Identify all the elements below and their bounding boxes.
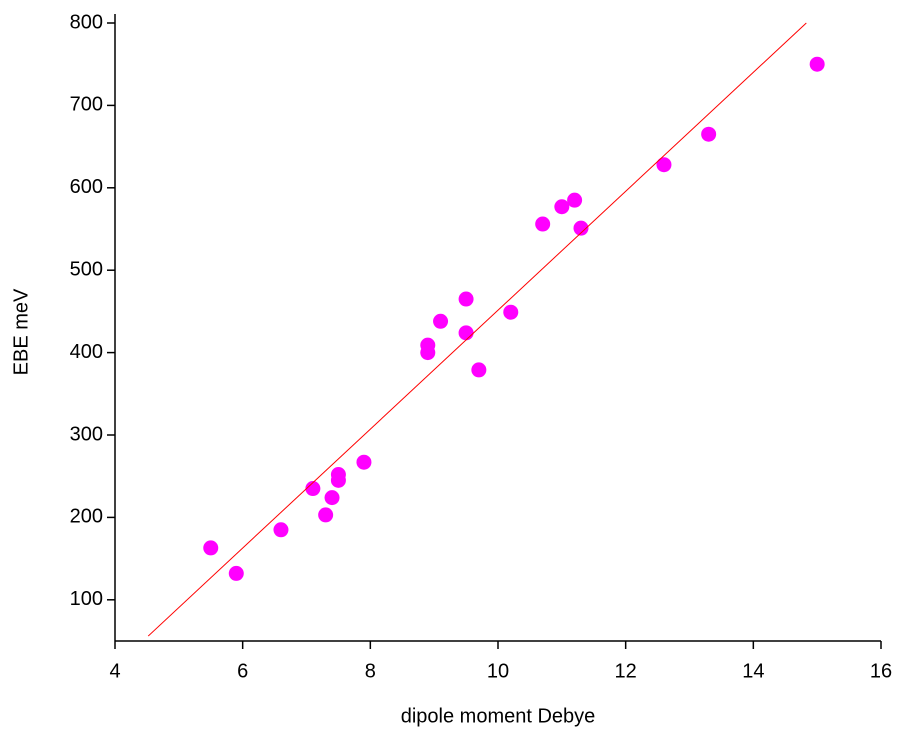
data-point	[228, 565, 244, 581]
data-point	[573, 220, 589, 236]
data-point	[356, 454, 372, 470]
x-tick-label: 6	[237, 660, 248, 682]
y-tick-label: 500	[70, 258, 103, 280]
data-point	[458, 291, 474, 307]
data-point	[203, 540, 219, 556]
data-point	[554, 199, 570, 215]
data-point	[567, 192, 583, 208]
fit-line	[147, 22, 807, 637]
y-tick-label: 300	[70, 423, 103, 445]
x-tick-label: 12	[615, 660, 637, 682]
x-tick-label: 14	[742, 660, 764, 682]
data-point	[318, 507, 334, 523]
data-point	[809, 56, 825, 72]
x-tick-label: 10	[487, 660, 509, 682]
x-tick-label: 8	[365, 660, 376, 682]
data-point	[433, 313, 449, 329]
y-tick-label: 100	[70, 588, 103, 610]
x-axis-label: dipole moment Debye	[401, 705, 596, 727]
y-tick-label: 200	[70, 506, 103, 528]
data-point	[324, 490, 340, 506]
y-tick-label: 700	[70, 94, 103, 116]
data-point	[701, 126, 717, 142]
y-tick-label: 800	[70, 11, 103, 33]
data-point	[420, 345, 436, 361]
x-tick-label: 4	[109, 660, 120, 682]
y-tick-label: 600	[70, 176, 103, 198]
data-point	[535, 216, 551, 232]
data-point	[305, 481, 321, 497]
data-point	[273, 522, 289, 538]
y-axis-label: EBE meV	[10, 288, 32, 375]
data-point	[471, 362, 487, 378]
data-point	[503, 304, 519, 320]
y-tick-label: 400	[70, 341, 103, 363]
data-point	[330, 472, 346, 488]
data-point	[656, 157, 672, 173]
data-point	[458, 325, 474, 341]
x-tick-label: 16	[870, 660, 892, 682]
